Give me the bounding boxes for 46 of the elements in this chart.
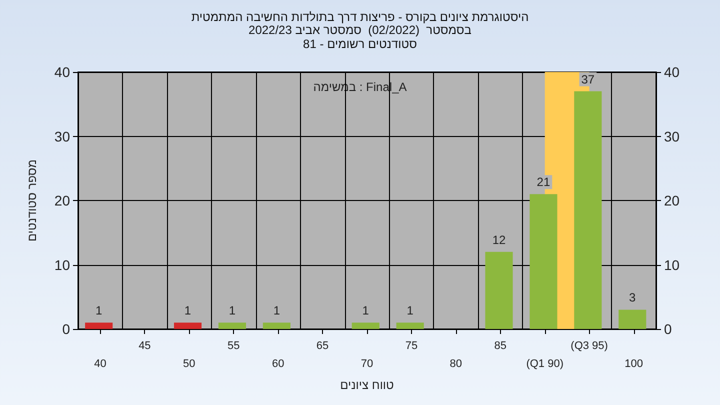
data-label: 1 (184, 304, 192, 318)
y2-tick-label: 40 (664, 64, 680, 80)
x-tick-label: 75 (405, 340, 418, 352)
data-label: 37 (581, 72, 595, 86)
bar (618, 310, 646, 329)
y-tick-label: 40 (54, 64, 70, 80)
chart-subtitle: בסמסטר (02/2022) סמסטר אביב 2022/23 סטודנטים רשומים - 81 (248, 23, 472, 51)
y2-tick-label: 10 (664, 256, 680, 273)
y2-tick-label: 20 (664, 192, 680, 208)
y-tick-label: 20 (54, 192, 70, 208)
bar (396, 322, 424, 329)
y2-tick-label: 30 (664, 128, 680, 144)
bar (485, 252, 513, 329)
data-label: 12 (492, 232, 506, 247)
y-tick-label: 0 (62, 321, 70, 337)
y-tick-label: 10 (54, 256, 70, 273)
data-label: 1 (228, 304, 236, 318)
x-tick-label: 55 (227, 340, 240, 352)
x-tick-label: 65 (316, 340, 329, 352)
y-tick-label: 30 (54, 128, 70, 144)
data-label: 1 (406, 304, 414, 318)
bar (218, 322, 246, 329)
x-tick-label: 85 (494, 340, 507, 352)
data-label: 21 (536, 175, 550, 190)
data-label: 3 (629, 290, 636, 305)
bar (262, 322, 290, 329)
bar (85, 322, 113, 329)
x-tick-label: (Q3 95) (570, 340, 608, 352)
bar (174, 322, 202, 329)
bar (530, 194, 558, 329)
data-label: 1 (273, 304, 280, 318)
y-axis-title: מספר סטודנטים (25, 159, 39, 242)
x-tick-label: (Q1 90) (526, 358, 564, 370)
x-tick-label: 60 (272, 358, 284, 370)
x-tick-label: 40 (94, 358, 106, 370)
x-tick-label: 100 (624, 358, 643, 370)
x-tick-label: 45 (138, 340, 151, 352)
bar (352, 322, 380, 329)
y2-tick-label: 0 (664, 321, 672, 337)
x-tick-label: 50 (183, 358, 196, 370)
data-label: 1 (96, 304, 103, 318)
x-tick-label: 70 (360, 358, 374, 370)
data-label: 1 (362, 304, 370, 318)
chart-title: היסטוגרמת ציונים בקורס - פריצות דרך בתולדות החשיבה המתמטית (191, 10, 529, 24)
x-axis-title: טווח ציונים (340, 378, 394, 392)
x-tick-label: 80 (450, 358, 462, 370)
